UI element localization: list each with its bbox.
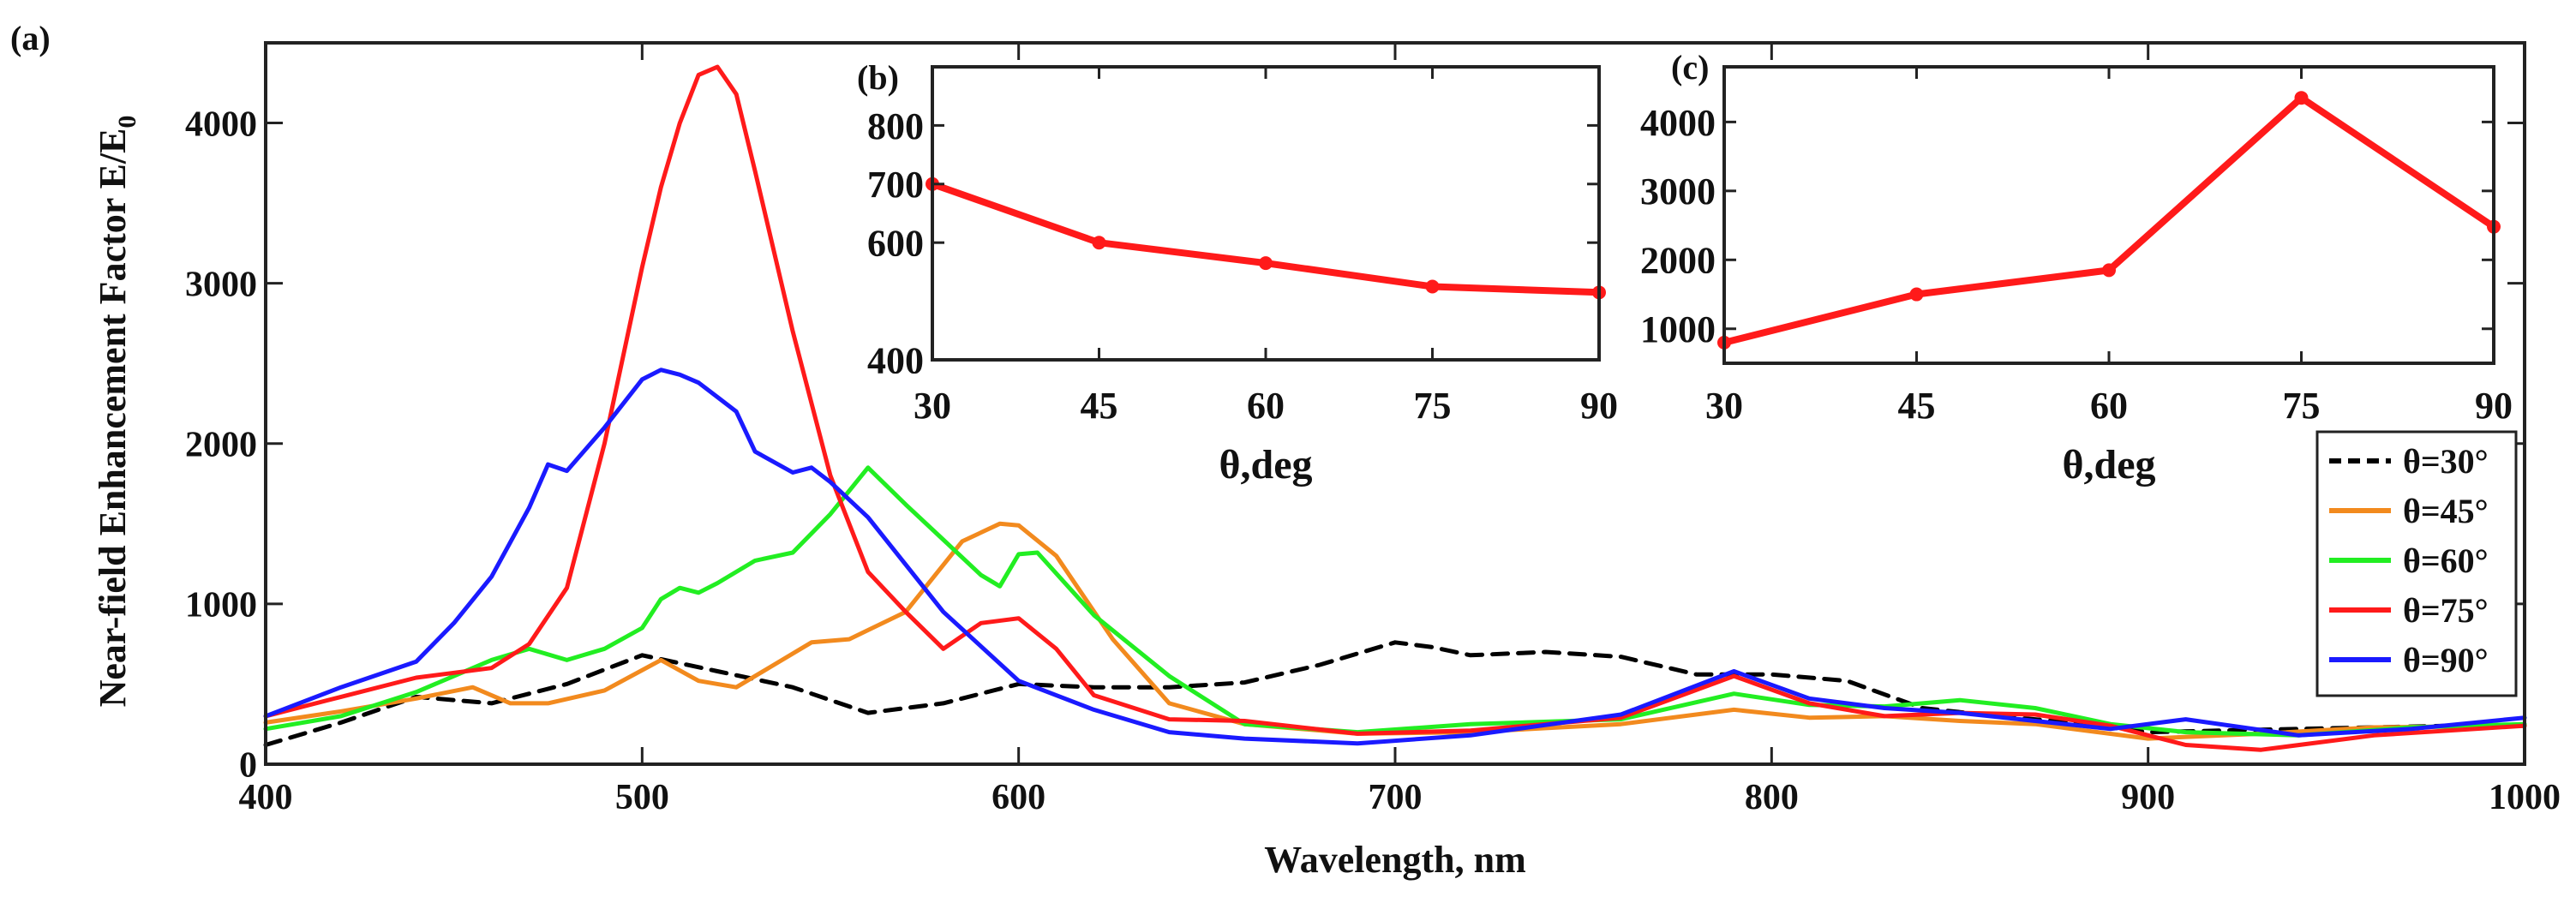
main-plot-area — [263, 64, 2527, 752]
inset-c-x-axis-label: θ,deg — [2062, 442, 2155, 487]
legend-label: θ=75° — [2403, 591, 2489, 630]
x-tick-label: 30 — [1705, 385, 1743, 427]
y-tick-label: 1000 — [185, 586, 257, 625]
inset-c-axis-ticks: 30 45 60 75 90 1000 2000 3000 4000 — [1640, 67, 2513, 427]
main-x-axis-label: Wavelength, nm — [1264, 839, 1526, 881]
legend: θ=30° θ=45° θ=60° θ=75° θ=90° — [2315, 430, 2518, 697]
x-tick-label: 90 — [2475, 385, 2513, 427]
y-tick-label: 4000 — [1640, 102, 1716, 144]
y-tick-label: 1000 — [1640, 308, 1716, 350]
y-tick-label: 400 — [867, 339, 924, 381]
series-line-main-4 — [263, 368, 2527, 746]
legend-label: θ=90° — [2403, 641, 2489, 679]
panel-label-c: (c) — [1671, 48, 1709, 87]
inset-b-background — [932, 67, 1599, 360]
y-tick-label: 2000 — [185, 425, 257, 464]
main-chart: (a) 400 500 600 700 800 900 100001000200030004… — [10, 19, 2561, 881]
main-y-axis-label: Near-field Enhancement Factor E/E0 — [92, 116, 141, 708]
x-tick-label: 30 — [914, 385, 951, 427]
series-line-main-1 — [263, 521, 2527, 741]
inset-chart-c: 30 45 60 75 90 1000 2000 3000 4000 (c) θ,deg — [1640, 48, 2513, 487]
y-tick-label: 4000 — [185, 105, 257, 144]
main-axis-ticks: 400 500 600 700 800 900 1000 0 1000 2000 3000 4000 — [185, 43, 2561, 817]
data-point — [1259, 256, 1273, 271]
y-tick-label: 3000 — [1640, 170, 1716, 212]
legend-box — [2315, 430, 2518, 697]
panel-label-a: (a) — [10, 19, 51, 57]
y-tick-label: 800 — [867, 105, 924, 147]
legend-label: θ=30° — [2403, 442, 2489, 481]
x-tick-label: 90 — [1580, 385, 1618, 427]
data-point — [1425, 279, 1440, 294]
x-tick-label: 700 — [1369, 778, 1423, 817]
inset-c-background — [1724, 67, 2494, 363]
data-point — [1909, 287, 1924, 302]
data-point — [2294, 91, 2309, 105]
x-tick-label: 60 — [2090, 385, 2128, 427]
y-tick-label: 700 — [867, 164, 924, 206]
inset-b-plot-area — [926, 176, 1606, 300]
x-tick-label: 400 — [239, 778, 293, 817]
x-tick-label: 500 — [615, 778, 669, 817]
x-tick-label: 60 — [1247, 385, 1285, 427]
x-tick-label: 1000 — [2489, 778, 2561, 817]
x-tick-label: 600 — [991, 778, 1045, 817]
legend-items: θ=30° θ=45° θ=60° θ=75° θ=90° — [2329, 442, 2489, 679]
x-tick-label: 45 — [1081, 385, 1118, 427]
y-tick-label: 600 — [867, 223, 924, 265]
y-tick-label: 2000 — [1640, 240, 1716, 282]
x-tick-label: 45 — [1898, 385, 1936, 427]
inset-chart-b: 30 45 60 75 90 400 600 700 800 (b) θ,deg — [857, 58, 1618, 487]
legend-label: θ=60° — [2403, 541, 2489, 580]
x-tick-label: 900 — [2121, 778, 2175, 817]
data-point — [2102, 263, 2116, 278]
y-tick-label: 0 — [239, 746, 257, 786]
main-y-axis-label-subscript: 0 — [113, 116, 141, 129]
main-y-axis-label-text: Near-field Enhancement Factor E/E — [92, 129, 134, 708]
x-tick-label: 75 — [1414, 385, 1452, 427]
inset-b-x-axis-label: θ,deg — [1219, 442, 1312, 487]
legend-label: θ=45° — [2403, 492, 2489, 530]
x-tick-label: 800 — [1745, 778, 1799, 817]
series-line-main-2 — [263, 465, 2527, 738]
data-point — [1092, 236, 1106, 250]
x-tick-label: 75 — [2283, 385, 2321, 427]
inset-b-axis-ticks: 30 45 60 75 90 400 600 700 800 — [867, 67, 1618, 427]
y-tick-label: 3000 — [185, 265, 257, 304]
panel-label-b: (b) — [857, 58, 899, 97]
